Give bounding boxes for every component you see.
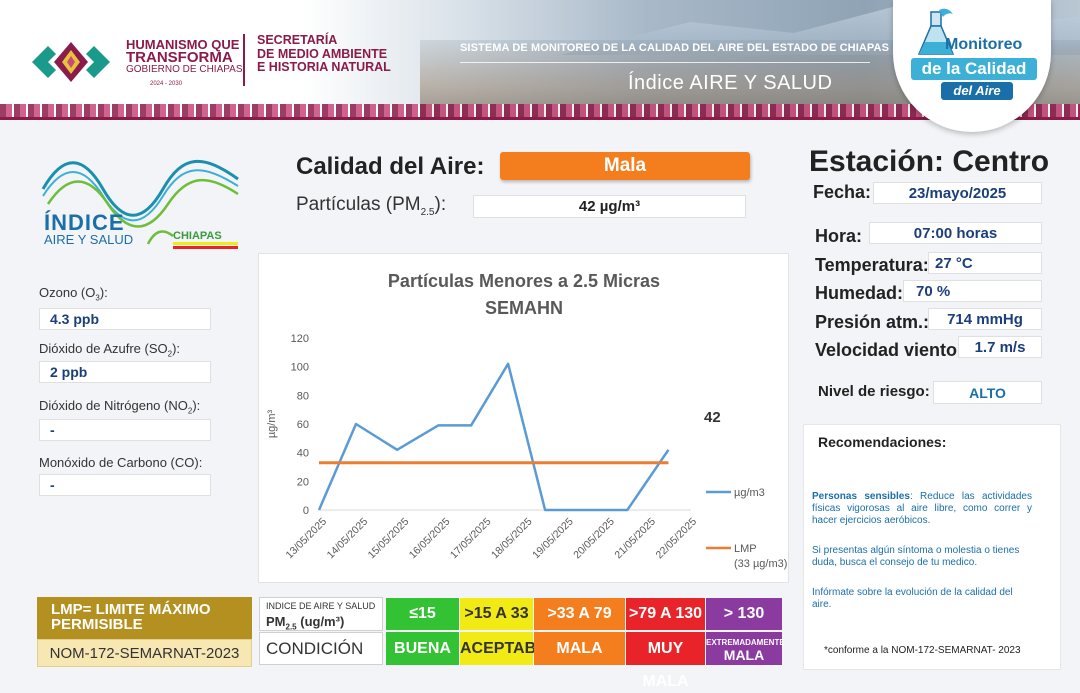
decorative-border: [0, 104, 1080, 120]
x-tick-label: 15/05/2025: [366, 516, 412, 562]
y-tick-label: 40: [297, 448, 309, 460]
y-tick-label: 20: [297, 476, 309, 488]
series-line-ugm3: [317, 362, 670, 512]
riesgo-label: Nivel de riesgo:: [818, 383, 930, 400]
index-title: Índice AIRE Y SALUD: [628, 72, 833, 94]
gov-years: 2024 - 2030: [150, 81, 183, 87]
y-tick-label: 0: [303, 505, 309, 517]
x-tick-label: 21/05/2025: [612, 516, 658, 562]
indice-logo-subtitle: AIRE Y SALUD: [44, 232, 134, 247]
humedad-label: Humedad:: [815, 283, 904, 303]
calidad-value: Mala: [500, 152, 750, 180]
x-tick-label: 18/05/2025: [489, 516, 535, 562]
viento-label: Velocidad viento:: [815, 340, 964, 360]
scale-range-mala: >33 A 79: [534, 598, 625, 630]
x-tick-label: 16/05/2025: [407, 516, 453, 562]
scale-cond-mala: MALA: [534, 632, 625, 665]
x-tick-label: 22/05/2025: [653, 516, 699, 562]
station-title: Estación: Centro: [809, 145, 1050, 178]
scale-range-aceptable: >15 A 33: [460, 598, 533, 630]
calidad-label: Calidad del Aire:: [296, 153, 485, 180]
fecha-label: Fecha:: [813, 182, 872, 202]
recommendations-panel: Recomendaciones: Personas sensibles: Red…: [803, 424, 1061, 670]
badge-title: Monitoreo: [945, 36, 1023, 53]
lmp-definition: LMP= LIMITE MÁXIMO PERMISIBLE: [37, 597, 252, 639]
ozono-label: Ozono (O3):: [39, 285, 108, 303]
co-value: -: [39, 474, 211, 496]
y-tick-label: 120: [291, 333, 309, 345]
recommendation-inform: Infórmate sobre la evolución de la calid…: [812, 587, 1013, 610]
recommendations-title: Recomendaciones:: [818, 434, 947, 450]
decorative-border-line: [0, 117, 1080, 120]
ozono-value: 4.3 ppb: [39, 308, 211, 330]
legend-label-ugm3: µg/m3: [734, 487, 765, 499]
no2-value: -: [39, 419, 211, 441]
recommendation-sensitive: Personas sensibles: Reduce las actividad…: [812, 491, 1032, 526]
nom-note: *conforme a la NOM-172-SEMARNAT- 2023: [824, 645, 1021, 656]
chart-last-value-label: 42: [704, 409, 721, 426]
system-title: SISTEMA DE MONITOREO DE LA CALIDAD DEL A…: [460, 42, 890, 54]
pm25-label: Partículas (PM2.5):: [296, 194, 447, 218]
y-tick-label: 60: [297, 419, 309, 431]
legend-label-lmp-value: (33 µg/m3): [734, 558, 787, 570]
scale-range-extremadamente-mala: > 130: [706, 598, 782, 630]
chart-subtitle: SEMAHN: [485, 298, 563, 318]
chart-ylabel: µg/m³: [266, 409, 278, 438]
x-tick-label: 13/05/2025: [283, 516, 329, 562]
riesgo-value: ALTO: [933, 381, 1042, 404]
indice-logo-state: CHIAPAS: [173, 230, 222, 242]
recommendation-symptoms: Si presentas algún síntoma o molestia o …: [812, 545, 1020, 568]
badge-subtitle-2: del Aire: [941, 82, 1013, 100]
nom-reference: NOM-172-SEMARNAT-2023: [37, 639, 252, 667]
so2-label: Dióxido de Azufre (SO2):: [39, 341, 181, 359]
x-tick-label: 19/05/2025: [530, 516, 576, 562]
scale-header: INDICE DE AIRE Y SALUD PM2.5 (ug/m³): [259, 597, 383, 632]
condition-header: CONDICIÓN: [259, 632, 383, 665]
humedad-value: 70 %: [903, 280, 1042, 302]
scale-cond-aceptable: ACEPTABLE: [460, 632, 557, 665]
hora-value: 07:00 horas: [869, 222, 1042, 244]
header-divider: [243, 34, 245, 86]
title-rule: [460, 62, 870, 63]
presion-value: 714 mmHg: [928, 308, 1042, 330]
pm25-chart-svg: Partículas Menores a 2.5 Micras SEMAHN µ…: [266, 271, 787, 570]
y-tick-label: 100: [291, 362, 309, 374]
hora-label: Hora:: [815, 226, 863, 246]
gov-motto: HUMANISMO QUE TRANSFORMA: [126, 37, 240, 66]
badge-subtitle: de la Calidad: [911, 58, 1037, 80]
scale-cond-buena: BUENA: [386, 632, 459, 665]
indice-aire-salud-logo-icon: [41, 159, 239, 249]
monitoreo-badge: Monitoreo de la Calidad del Aire: [893, 0, 1051, 132]
secretaria-name: SECRETARÍA DE MEDIO AMBIENTE E HISTORIA …: [257, 33, 391, 74]
so2-value: 2 ppb: [39, 361, 211, 383]
viento-value: 1.7 m/s: [958, 336, 1042, 358]
co-label: Monóxido de Carbono (CO):: [39, 455, 203, 470]
flask-icon: [917, 8, 955, 55]
pm25-chart: Partículas Menores a 2.5 Micras SEMAHN µ…: [258, 253, 789, 583]
scale-range-buena: ≤15: [386, 598, 459, 630]
scale-cond-extremadamente-mala: EXTREMADAMENTE MALA: [706, 632, 785, 665]
fecha-value: 23/mayo/2025: [873, 182, 1042, 204]
no2-label: Dióxido de Nitrógeno (NO2):: [39, 398, 201, 416]
legend-label-lmp: LMP: [734, 543, 757, 555]
temperatura-value: 27 °C: [928, 252, 1042, 274]
y-tick-label: 80: [297, 390, 309, 402]
scale-cond-muy-mala: MUY MALA: [626, 632, 705, 690]
gobierno-chiapas-logo-icon: [32, 42, 110, 82]
pm25-value: 42 µg/m³: [473, 195, 746, 218]
x-tick-label: 20/05/2025: [571, 516, 617, 562]
presion-label: Presión atm.:: [815, 312, 930, 332]
chart-title: Partículas Menores a 2.5 Micras: [388, 271, 660, 291]
x-tick-label: 14/05/2025: [325, 516, 371, 562]
temperatura-label: Temperatura:: [815, 255, 929, 275]
indice-logo-title: ÍNDICE: [44, 210, 125, 235]
scale-range-muy-mala: >79 A 130: [626, 598, 705, 630]
x-tick-label: 17/05/2025: [448, 516, 494, 562]
gov-name: GOBIERNO DE CHIAPAS: [126, 64, 243, 75]
